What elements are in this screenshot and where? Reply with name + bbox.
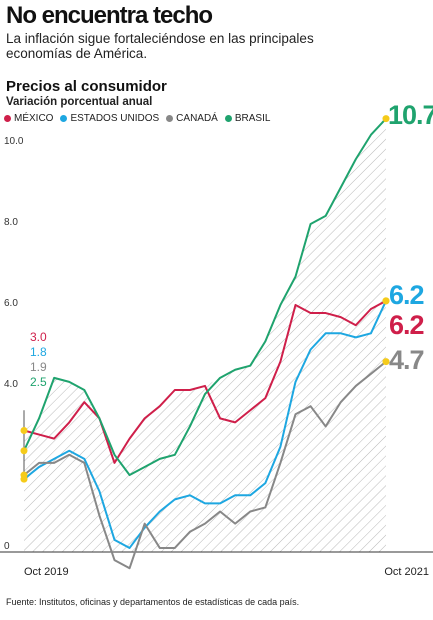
- legend-item-mexico: MÉXICO: [4, 113, 53, 124]
- legend-swatch-brasil: [224, 114, 232, 122]
- start-label-mexico: 3.0: [30, 330, 47, 344]
- x-tick-label: Oct 2021: [384, 566, 429, 578]
- x-tick-label: Oct 2019: [24, 566, 69, 578]
- series-line-estados-unidos: [23, 300, 387, 549]
- start-label-brasil: 2.5: [30, 375, 47, 389]
- series-line-canada: [23, 360, 387, 570]
- chart-subtitle: Variación porcentual anual: [6, 96, 153, 108]
- page-title: No encuentra techo: [6, 2, 213, 29]
- legend-label-estados-unidos: ESTADOS UNIDOS: [70, 112, 160, 124]
- legend-item-estados-unidos: ESTADOS UNIDOS: [60, 113, 159, 124]
- end-label-brasil: 10.7: [388, 100, 433, 130]
- end-marker-brasil: [382, 115, 390, 123]
- page-subtitle: La inflación sigue fortaleciéndose en la…: [6, 31, 314, 61]
- start-marker-canada: [20, 471, 28, 479]
- legend-swatch-canada: [166, 114, 174, 122]
- series-line-brasil: [23, 117, 387, 477]
- end-marker-canada: [382, 358, 390, 366]
- chart-title: Precios al consumidor: [6, 78, 167, 95]
- y-tick-label: 0: [4, 541, 10, 552]
- legend-label-brasil: BRASIL: [234, 112, 271, 124]
- series-line-mexico: [23, 300, 387, 464]
- legend-item-canada: CANADÁ: [166, 113, 218, 124]
- y-tick-label: 6.0: [4, 298, 18, 309]
- legend-label-canada: CANADÁ: [176, 112, 218, 124]
- start-marker-mexico: [20, 427, 28, 434]
- y-tick-label: 8.0: [4, 217, 18, 228]
- hatched-area: [24, 118, 386, 553]
- y-tick-label: 4.0: [4, 379, 18, 390]
- legend-item-brasil: BRASIL: [224, 112, 271, 124]
- start-label-estados-unidos: 1.8: [30, 345, 47, 359]
- legend-label-mexico: MÉXICO: [14, 112, 54, 124]
- end-marker-estados-unidos: [382, 297, 390, 305]
- end-label-canada: 4.7: [389, 345, 424, 375]
- start-label-canada: 1.9: [30, 360, 47, 374]
- start-marker-brasil: [20, 447, 28, 455]
- source-note: Fuente: Institutos, oficinas y departame…: [6, 597, 300, 607]
- end-label-estados-unidos: 6.2: [389, 280, 424, 310]
- chart-legend: MÉXICO ESTADOS UNIDOS CANADÁ BRASIL: [4, 111, 270, 125]
- legend-swatch-mexico: [4, 114, 11, 122]
- end-label-mexico: 6.2: [389, 310, 424, 340]
- y-tick-label: 10.0: [4, 136, 24, 147]
- legend-swatch-estados-unidos: [60, 114, 68, 122]
